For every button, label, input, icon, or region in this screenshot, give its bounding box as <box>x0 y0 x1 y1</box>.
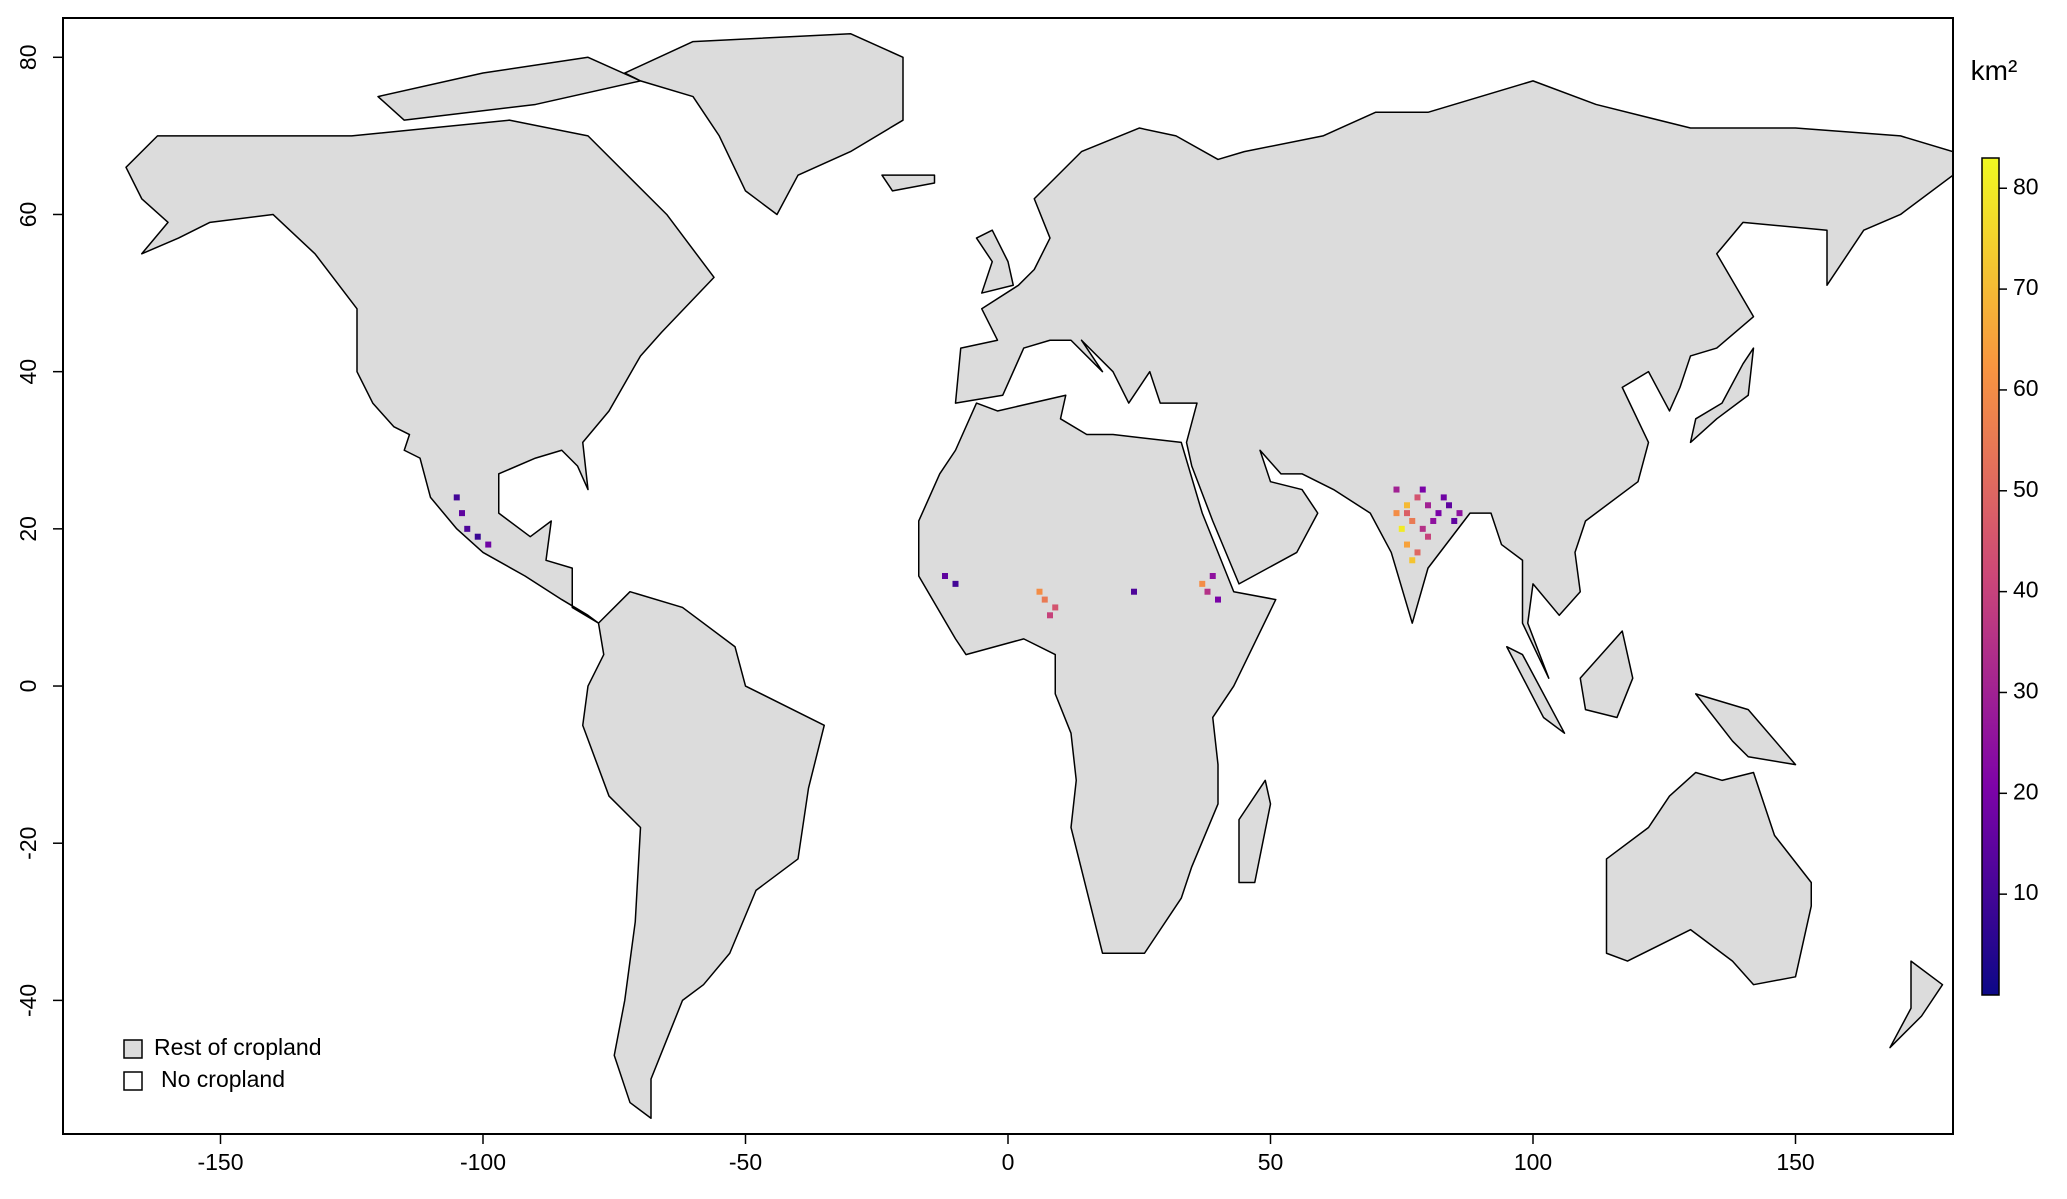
hotspot-cell <box>1052 604 1059 611</box>
hotspot-cell <box>1414 494 1421 501</box>
greenland <box>625 34 903 215</box>
x-tick-label: -150 <box>197 1149 243 1175</box>
legend-swatch <box>123 1039 143 1059</box>
hotspot-cell <box>1215 596 1221 603</box>
colorbar-tick-label: 30 <box>2013 678 2039 704</box>
hotspot-cell <box>1393 486 1400 493</box>
hotspot-cell <box>1204 588 1211 595</box>
colorbar <box>1981 157 2000 996</box>
x-tick-label: -50 <box>729 1149 762 1175</box>
hotspot-cell <box>1446 502 1452 509</box>
iceland <box>882 175 935 191</box>
hotspot-cell <box>1419 525 1426 532</box>
hotspot-cell <box>474 533 481 540</box>
hotspot-cell <box>1451 517 1458 524</box>
hotspot-cell <box>1199 580 1206 587</box>
hotspot-cell <box>1414 549 1421 556</box>
y-tick-label: -40 <box>15 984 41 1017</box>
hotspot-cell <box>1404 541 1410 548</box>
hotspot-cell <box>1131 588 1137 595</box>
hotspot-cell <box>1430 517 1437 524</box>
colorbar-title: km² <box>1971 55 2018 86</box>
hotspot-cell <box>485 541 492 548</box>
colorbar-tick-label: 60 <box>2013 375 2039 401</box>
borneo <box>1580 631 1633 717</box>
new-zealand <box>1890 961 1943 1047</box>
australia <box>1607 772 1812 984</box>
hotspot-cell <box>453 494 460 501</box>
hotspot-cell <box>1409 557 1416 564</box>
y-tick-label: 80 <box>15 44 41 70</box>
hotspot-cell <box>1047 612 1053 619</box>
hotspot-cell <box>1041 596 1048 603</box>
arctic-islands <box>378 57 641 120</box>
hotspot-cell <box>1425 502 1431 509</box>
legend-swatch <box>123 1071 143 1091</box>
hotspot-cell <box>952 580 959 587</box>
great-britain <box>977 230 1014 293</box>
eurasia <box>956 81 1953 678</box>
legend-label: Rest of cropland <box>154 1034 321 1060</box>
colorbar-tick-label: 80 <box>2013 173 2039 199</box>
colorbar-tick-label: 50 <box>2013 476 2039 502</box>
y-tick-label: 60 <box>15 202 41 228</box>
x-tick-label: -100 <box>460 1149 506 1175</box>
sumatra <box>1507 647 1565 733</box>
hotspot-cell <box>1398 525 1405 532</box>
colorbar-tick-label: 70 <box>2013 274 2039 300</box>
y-tick-label: 40 <box>15 359 41 385</box>
hotspot-cell <box>1209 573 1216 579</box>
x-tick-label: 150 <box>1776 1149 1814 1175</box>
legend-label: No cropland <box>161 1066 285 1092</box>
x-tick-label: 0 <box>1002 1149 1015 1175</box>
hotspot-cell <box>1435 510 1442 517</box>
y-tick-label: 20 <box>15 516 41 542</box>
colorbar-tick-label: 20 <box>2013 778 2039 804</box>
hotspot-cell <box>1409 517 1416 524</box>
north-america <box>126 120 714 623</box>
hotspot-cell <box>1440 494 1447 501</box>
y-tick-label: 0 <box>15 680 41 693</box>
hotspot-cell <box>1456 510 1463 517</box>
hotspots <box>453 486 1463 619</box>
hotspot-cell <box>459 510 465 517</box>
africa <box>919 395 1276 953</box>
japan <box>1691 348 1754 442</box>
hotspot-cell <box>1419 486 1426 493</box>
x-tick-label: 100 <box>1514 1149 1552 1175</box>
hotspot-cell <box>1404 510 1410 517</box>
hotspot-cell <box>1393 510 1400 517</box>
hotspot-cell <box>464 525 471 532</box>
hotspot-cell <box>1036 588 1043 595</box>
map-area <box>126 34 1953 1119</box>
colorbar-tick-label: 10 <box>2013 879 2039 905</box>
y-tick-label: -20 <box>15 827 41 860</box>
south-america <box>583 592 825 1119</box>
land-masses <box>126 34 1953 1119</box>
x-tick-label: 50 <box>1258 1149 1284 1175</box>
hotspot-cell <box>1404 502 1410 509</box>
new-guinea <box>1696 694 1796 765</box>
madagascar <box>1239 780 1271 882</box>
legend: Rest of cropland No cropland <box>123 1034 321 1092</box>
hotspot-cell <box>1425 533 1431 540</box>
hotspot-cell <box>942 573 948 579</box>
colorbar-tick-label: 40 <box>2013 577 2039 603</box>
